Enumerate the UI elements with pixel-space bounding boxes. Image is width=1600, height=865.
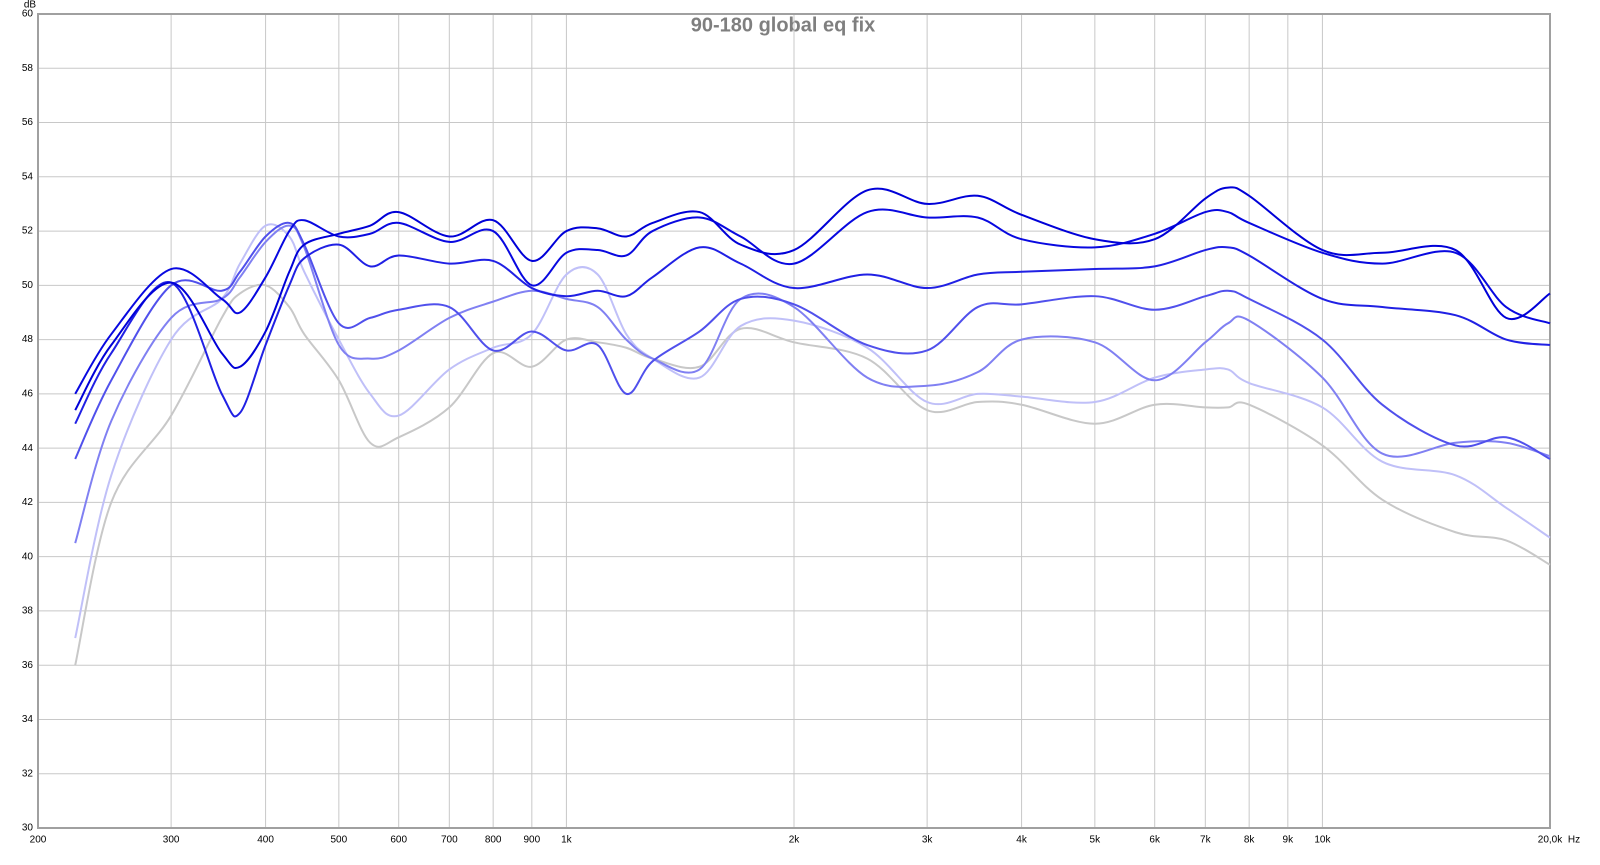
x-tick-label: 7k bbox=[1200, 835, 1212, 846]
x-tick-label: 4k bbox=[1016, 835, 1028, 846]
y-tick-label: 44 bbox=[22, 443, 34, 454]
y-tick-label: 48 bbox=[22, 334, 34, 345]
y-tick-label: 50 bbox=[22, 280, 34, 291]
x-tick-label: 8k bbox=[1244, 835, 1256, 846]
x-tick-label: 3k bbox=[922, 835, 934, 846]
x-tick-label: 1k bbox=[561, 835, 573, 846]
y-tick-label: 46 bbox=[22, 389, 34, 400]
y-tick-label: 40 bbox=[22, 551, 34, 562]
y-tick-label: 30 bbox=[22, 823, 34, 834]
x-tick-label: 20,0k bbox=[1538, 835, 1563, 846]
x-tick-label: 10k bbox=[1314, 835, 1331, 846]
series-line bbox=[74, 221, 1551, 460]
y-tick-label: 38 bbox=[22, 606, 34, 617]
x-tick-label: 600 bbox=[390, 835, 407, 846]
x-tick-label: 700 bbox=[441, 835, 458, 846]
x-tick-label: 800 bbox=[485, 835, 502, 846]
y-tick-label: 60 bbox=[22, 9, 34, 20]
y-tick-label: 36 bbox=[22, 660, 34, 671]
y-tick-label: 42 bbox=[22, 497, 34, 508]
x-tick-label: 2k bbox=[789, 835, 801, 846]
y-tick-label: 52 bbox=[22, 226, 34, 237]
y-axis-label: dB bbox=[24, 0, 37, 11]
x-tick-label: 5k bbox=[1090, 835, 1102, 846]
x-tick-label: 9k bbox=[1283, 835, 1295, 846]
x-tick-label: 500 bbox=[330, 835, 347, 846]
series-line bbox=[74, 208, 1551, 395]
y-tick-label: 58 bbox=[22, 63, 34, 74]
y-tick-label: 54 bbox=[22, 171, 34, 182]
x-tick-label: 900 bbox=[523, 835, 540, 846]
x-axis-unit: Hz bbox=[1568, 835, 1580, 846]
series-line bbox=[74, 224, 1551, 544]
y-tick-label: 56 bbox=[22, 117, 34, 128]
y-tick-label: 34 bbox=[22, 714, 34, 725]
x-tick-label: 400 bbox=[257, 835, 274, 846]
x-tick-label: 300 bbox=[163, 835, 180, 846]
series-line bbox=[74, 243, 1551, 425]
y-tick-label: 32 bbox=[22, 768, 34, 779]
chart-title: 90-180 global eq fix bbox=[691, 14, 876, 36]
x-tick-label: 200 bbox=[30, 835, 47, 846]
x-tick-label: 6k bbox=[1149, 835, 1161, 846]
series-line bbox=[74, 283, 1551, 666]
series-line bbox=[74, 186, 1551, 411]
plot-border bbox=[37, 13, 1551, 829]
